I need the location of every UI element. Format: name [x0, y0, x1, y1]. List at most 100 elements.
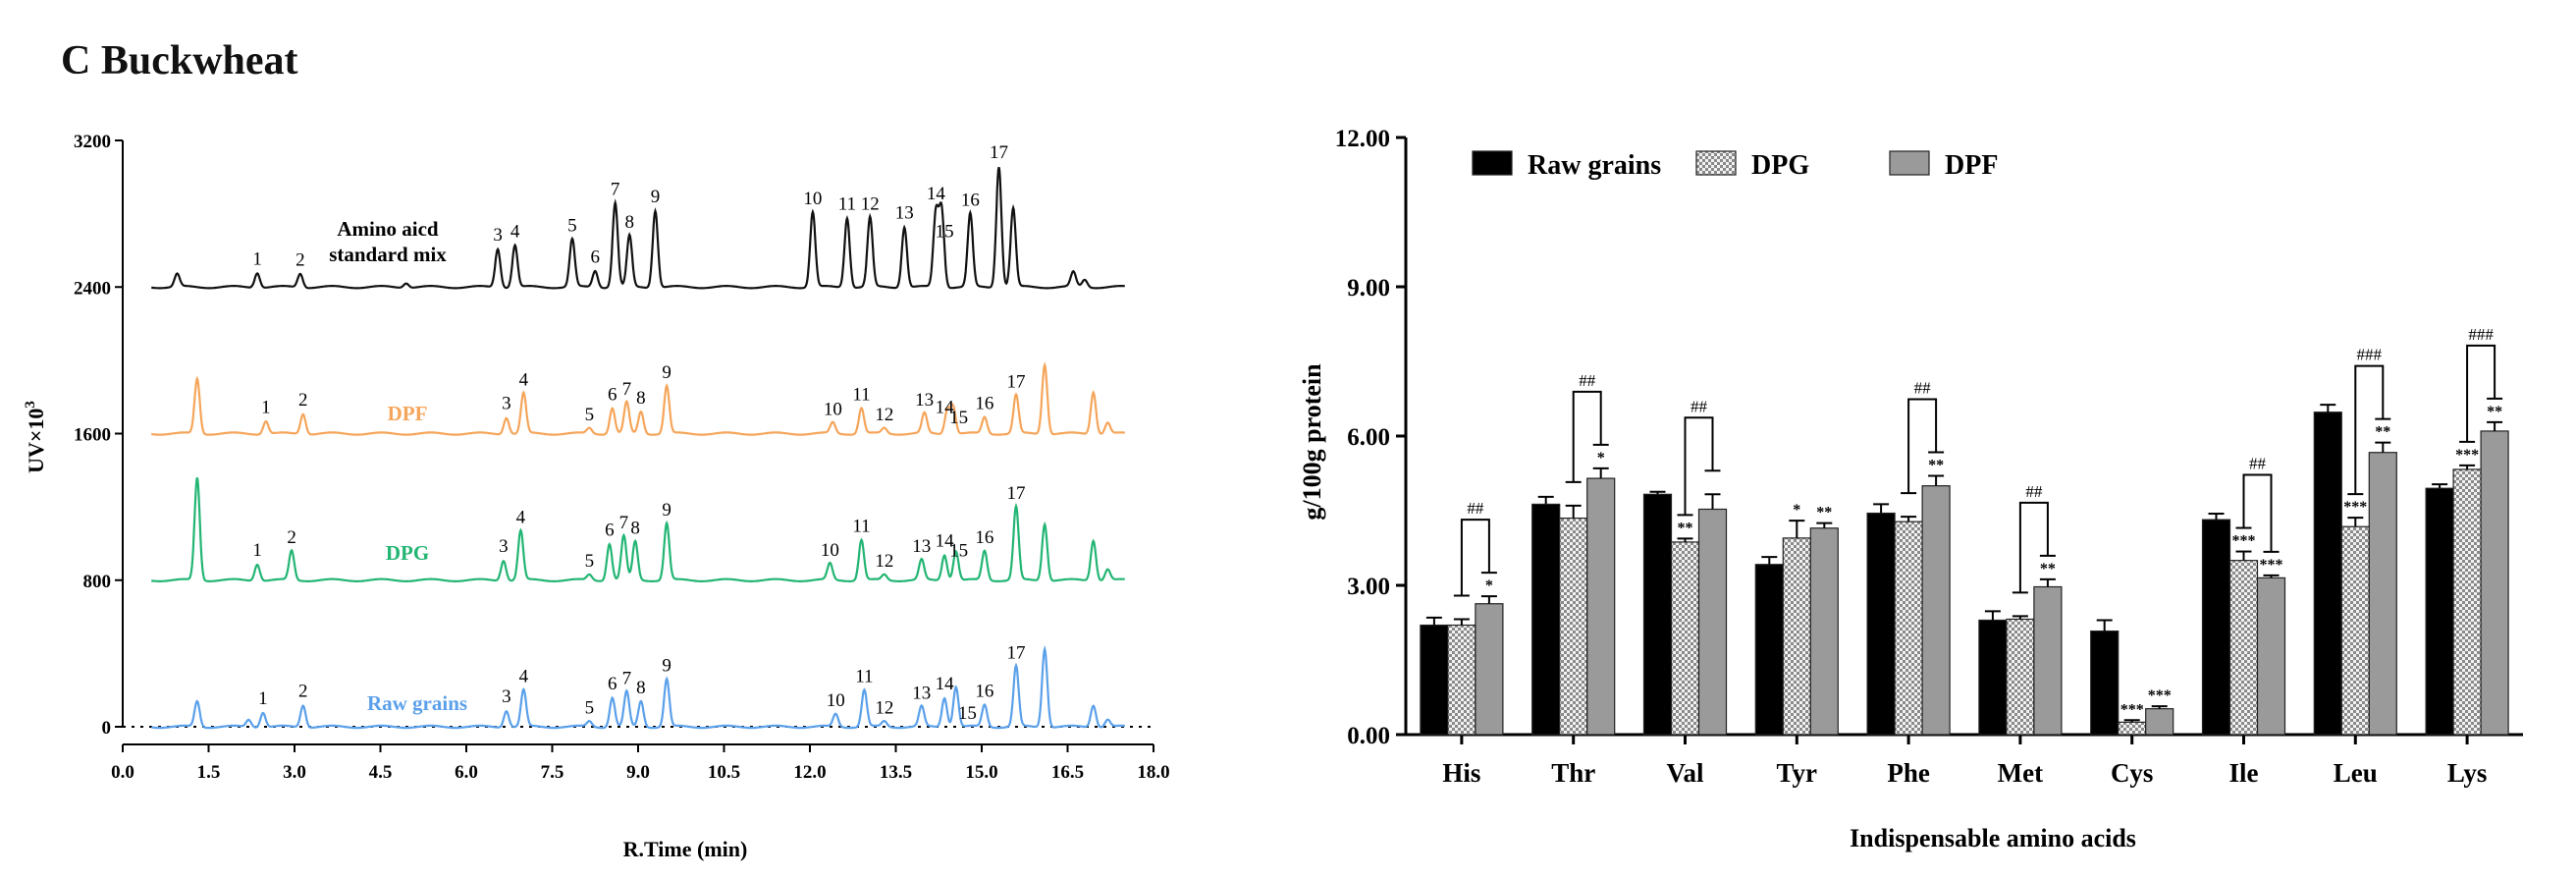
chromatogram-x-tick-label: 13.5 [880, 762, 912, 783]
chromatogram-y-label-main: UV×10 [24, 409, 48, 473]
chromatogram-x-tick-label: 12.0 [793, 762, 826, 783]
significance-stars: * [1793, 502, 1800, 519]
chromatogram-y-label-superscript: 3 [23, 401, 38, 409]
significance-bracket [2018, 501, 2049, 593]
chromatogram-peak-label: 4 [519, 667, 529, 687]
chromatogram-peak-label: 12 [875, 697, 893, 718]
chromatogram-peak-label: 1 [258, 688, 268, 709]
chromatogram-peak-label: 14 [936, 397, 955, 417]
chromatogram-peak-label: 7 [619, 513, 629, 533]
chromatogram-x-tick-label: 6.0 [455, 762, 478, 783]
significance-bracket [1907, 398, 1938, 494]
legend-swatch-bar_raw [1472, 150, 1513, 176]
chromatogram-peak-label: 8 [636, 678, 646, 698]
significance-stars: ** [2487, 404, 2502, 420]
chromatogram-peak-label: 15 [958, 703, 977, 724]
bar-chart-x-tick-label: Met [1998, 758, 2043, 788]
bar-bar_raw [2425, 487, 2454, 736]
chromatogram-x-axis-label: R.Time (min) [623, 837, 748, 861]
chromatogram-peak-label: 1 [252, 540, 262, 561]
chromatogram-axes: 0.0 1.5 3.0 4.5 6.0 7.5 9.0 10.5 12.0 13.5 15.0 16.… [74, 132, 1170, 783]
bar-chart-y-tick-label: 6.00 [1347, 424, 1390, 451]
bar-chart-x-tick-label: Ile [2229, 758, 2259, 788]
chromatogram-peak-label: 6 [605, 520, 615, 540]
chromatogram-peak-label: 10 [827, 690, 845, 711]
chromatogram-peak-label: 3 [499, 536, 509, 557]
chromatogram-y-tick-label: 0 [102, 718, 112, 739]
chromatogram-peak-label: 10 [824, 399, 842, 419]
bar-bar_raw [1531, 503, 1561, 736]
chromatogram-series-name-line: standard mix [329, 243, 447, 266]
chromatogram-trace-dpf [151, 361, 1125, 436]
bar-chart-y-tick-label: 9.00 [1347, 275, 1390, 302]
chromatogram-peak-label: 5 [585, 551, 595, 572]
chromatogram-peak-label: 16 [975, 394, 993, 414]
bar-bar_raw [1866, 512, 1896, 736]
bar-bar_dpg [2118, 721, 2147, 736]
bar-bar_raw [2090, 631, 2120, 736]
chromatogram-peak-label: 15 [949, 408, 968, 428]
significance-stars: *** [2120, 701, 2144, 718]
chromatogram-peak-label: 3 [493, 225, 503, 246]
chromatogram-peak-label: 3 [502, 394, 511, 414]
chromatogram-trace-standard [151, 166, 1125, 290]
bar-bar_dpf [2480, 430, 2509, 736]
chromatogram-peak-label: 2 [298, 682, 308, 702]
bar-bar_dpf [1809, 527, 1839, 736]
chromatogram-peak-label: 10 [803, 189, 822, 209]
significance-stars: ** [1678, 520, 1693, 536]
bar-bar_dpf [2033, 585, 2063, 736]
chromatogram-peak-label: 10 [821, 540, 839, 561]
significance-bracket [2466, 344, 2496, 442]
bar-chart-y-tick-label: 0.00 [1347, 723, 1390, 749]
significance-stars: ** [1928, 458, 1944, 474]
chromatogram-peak-label: 6 [591, 247, 601, 267]
bar-chart-legend: Raw grains DPG DPF [1472, 150, 1998, 181]
chromatogram-x-tick-label: 4.5 [369, 762, 393, 783]
legend-label-bar_dpg: DPG [1751, 150, 1809, 181]
legend-swatch-bar_dpf [1889, 150, 1930, 176]
significance-hash: ## [2249, 455, 2267, 473]
bar-chart-marks: *##*##**##* ****##**##************##*****… [1420, 325, 2509, 736]
chromatogram-peak-label: 5 [567, 216, 577, 237]
bar-chart-y-tick-label: 12.00 [1335, 126, 1390, 152]
chromatogram-trace-dpg [151, 477, 1125, 582]
significance-stars: * [1485, 577, 1493, 594]
chromatogram-peak-label: 2 [298, 390, 308, 411]
chromatogram-x-tick-label: 15.0 [965, 762, 997, 783]
chromatogram-peak-label: 17 [1007, 371, 1026, 392]
chromatogram-peak-label: 7 [622, 669, 632, 689]
bar-chart-x-tick-label: Leu [2334, 758, 2378, 788]
legend-label-bar_dpf: DPF [1945, 150, 1998, 181]
bar-chart-x-tick-label: Val [1666, 758, 1704, 788]
significance-stars: *** [2148, 687, 2172, 704]
chromatogram-x-tick-label: 3.0 [283, 762, 306, 783]
chromatogram-peak-label: 17 [990, 142, 1008, 163]
chromatogram-peak-label: 16 [961, 191, 980, 211]
significance-hash: ### [2357, 346, 2383, 364]
significance-hash: ## [1690, 397, 1708, 415]
bar-chart-axes: 0.00 3.00 6.00 9.00 12.00 His Thr Val Tyr Phe Met C… [1335, 126, 2523, 788]
chromatogram-peak-label: 16 [975, 682, 993, 702]
bar-chart-y-axis-label: g/100g protein [1298, 363, 1326, 521]
chromatogram-peak-label: 15 [949, 541, 968, 562]
chromatogram-peak-label: 15 [936, 222, 954, 243]
chromatogram-peak-label: 1 [252, 248, 262, 269]
chromatogram-peak-label: 5 [585, 697, 595, 718]
chromatogram-y-tick-label: 2400 [74, 278, 111, 299]
chromatogram-peak-label: 14 [936, 674, 955, 694]
significance-stars: *** [2343, 499, 2367, 516]
chromatogram-peak-label: 13 [912, 536, 931, 557]
chromatogram-x-tick-label: 0.0 [111, 762, 134, 783]
bar-bar_dpg [2006, 618, 2035, 736]
chromatogram-peak-label: 8 [625, 212, 635, 233]
bar-bar_dpg [1782, 537, 1811, 736]
bar-bar_raw [1420, 624, 1449, 736]
chromatogram-series-name-line: Amino aicd [337, 217, 439, 241]
bar-bar_raw [1754, 564, 1784, 736]
bar-chart-x-tick-label: Thr [1551, 758, 1595, 788]
chromatogram-peak-label: 9 [662, 655, 671, 676]
chromatogram-peak-label: 4 [519, 369, 529, 390]
bar-chart-x-axis-label: Indispensable amino acids [1850, 824, 2136, 852]
